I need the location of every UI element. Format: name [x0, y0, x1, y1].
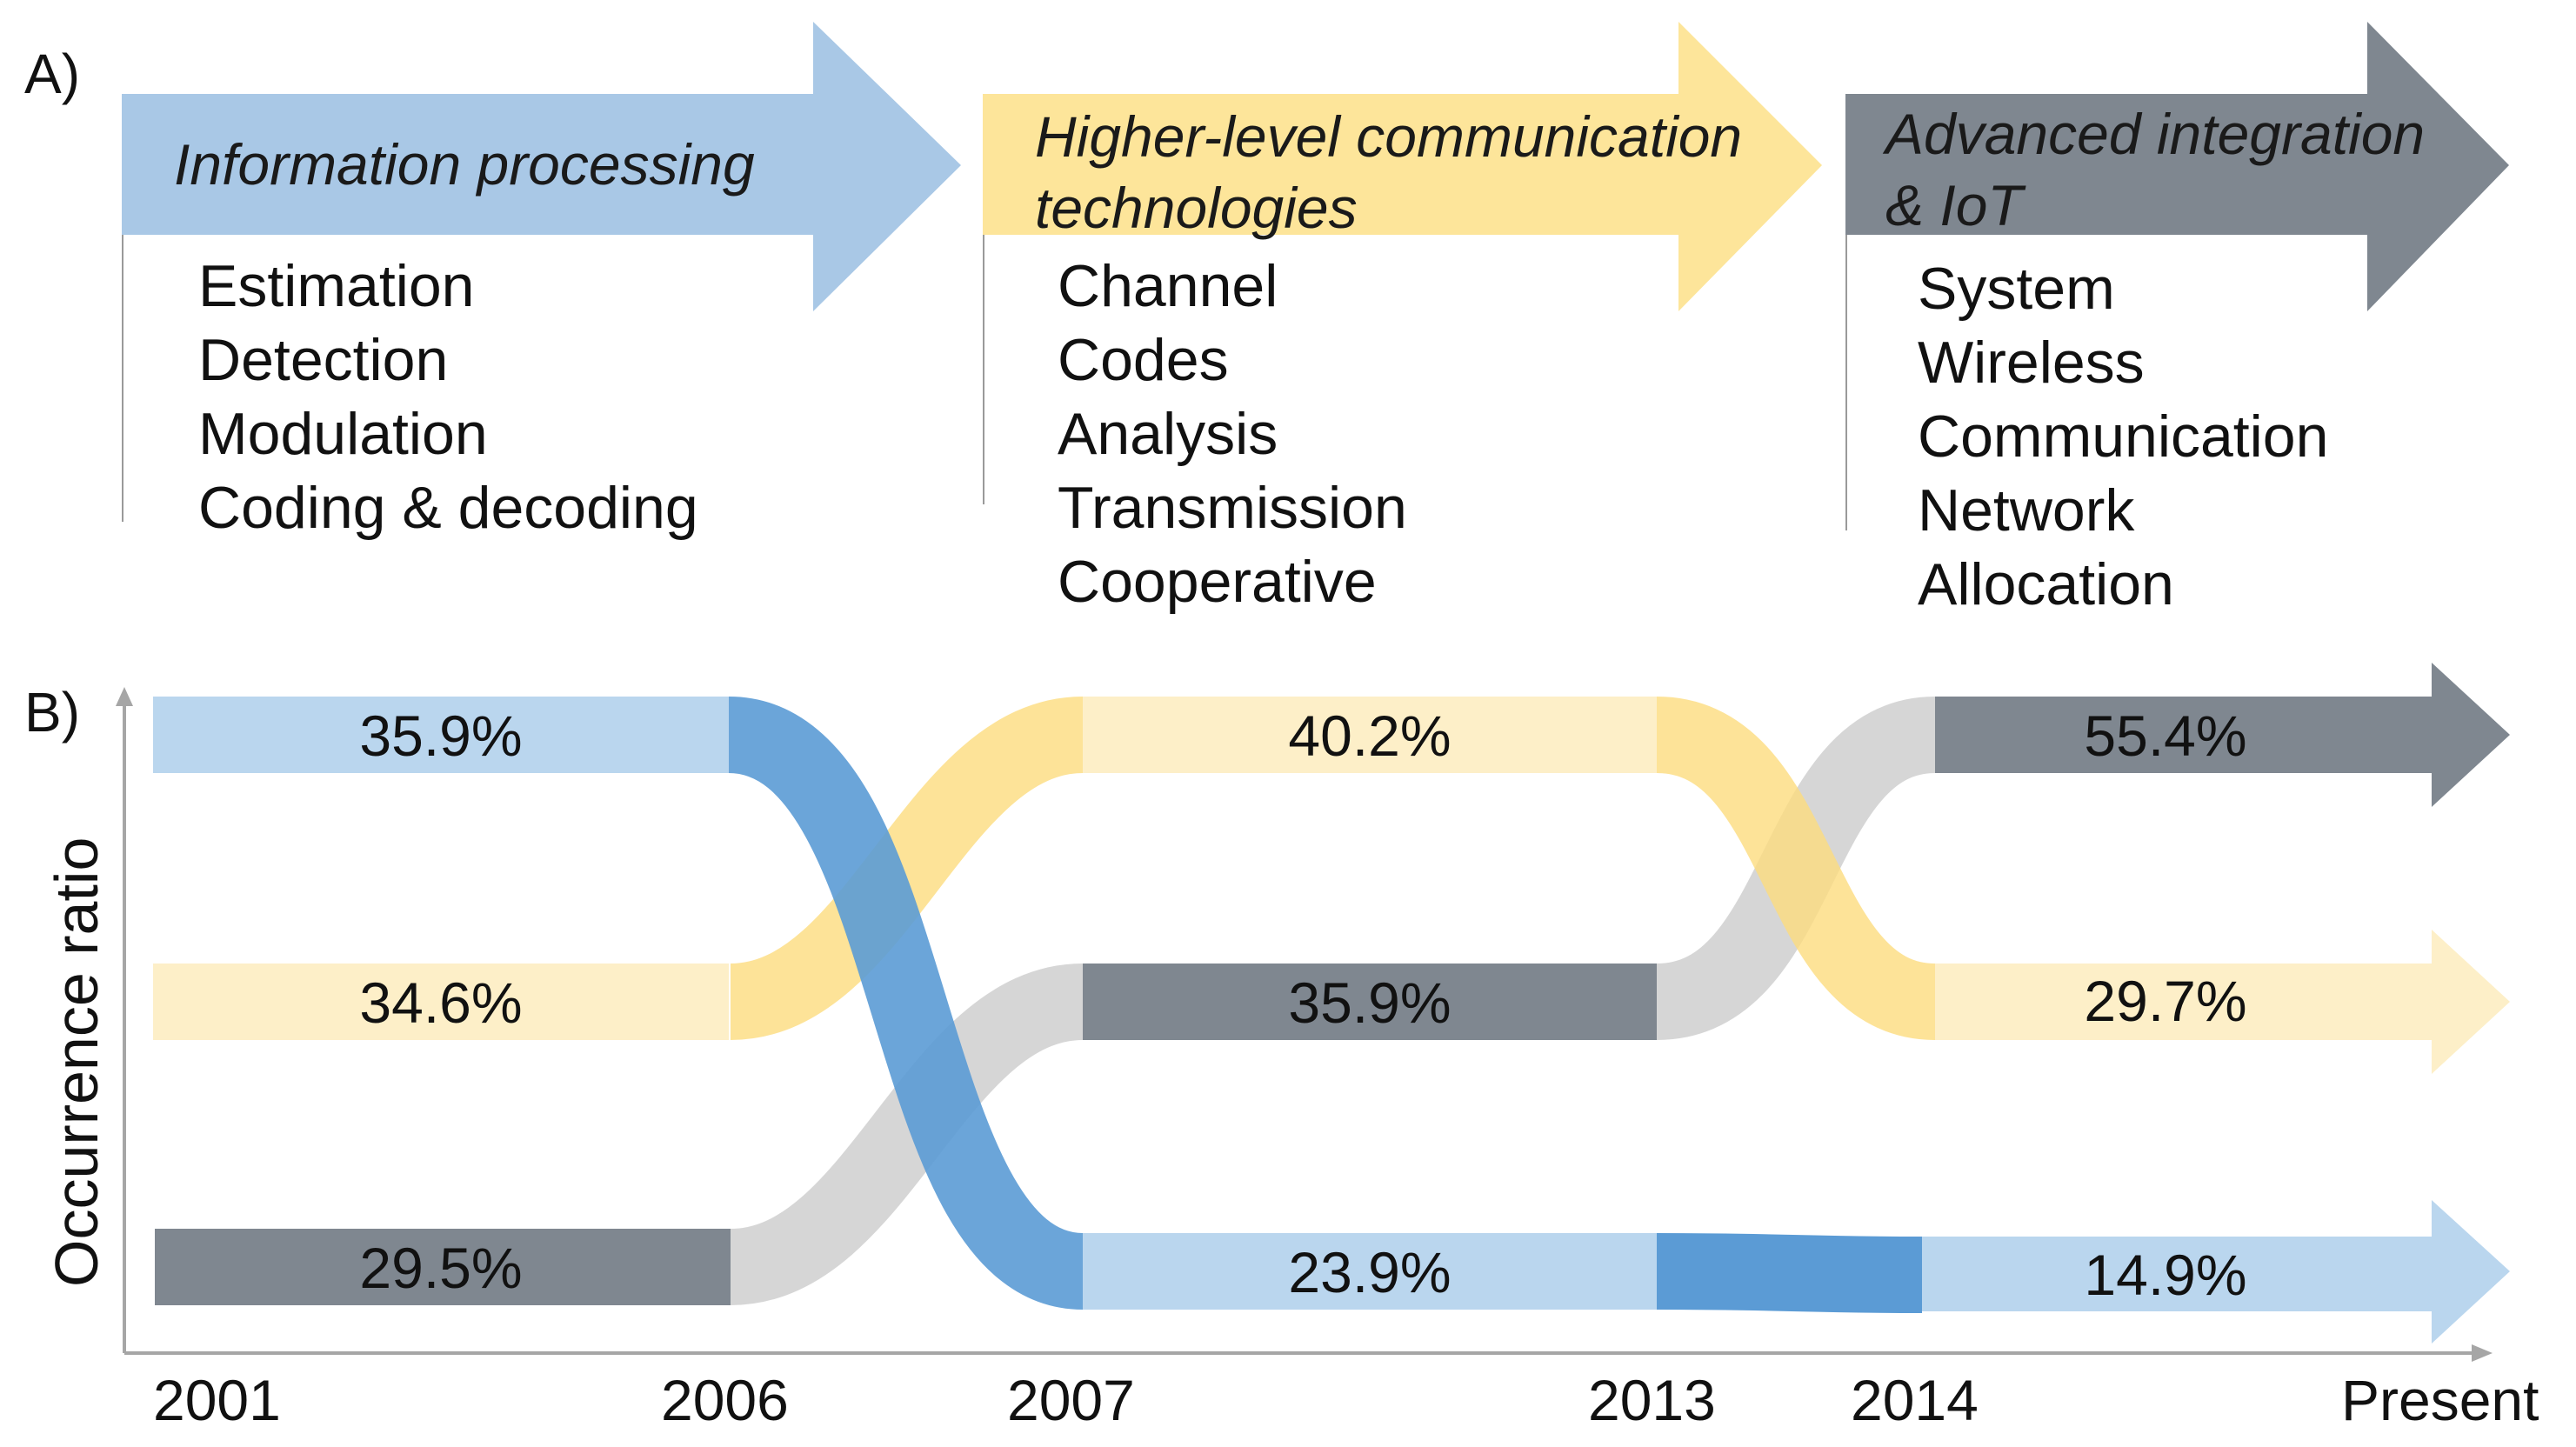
- bar-info-2007: [1083, 1233, 1657, 1310]
- bar-iot-2001: [155, 1229, 731, 1305]
- data-label-iot-2001: 29.5%: [359, 1236, 523, 1300]
- data-label-iot-2014: 55.4%: [2084, 703, 2247, 768]
- x-tick-present: Present: [2341, 1368, 2539, 1432]
- data-label-iot-2007: 35.9%: [1288, 970, 1452, 1035]
- topic-list-advanced-integration: System Wireless Communication Network Al…: [1918, 252, 2328, 622]
- data-label-info-2007: 23.9%: [1288, 1240, 1452, 1304]
- list-bracket-2: [983, 235, 984, 504]
- x-axis-arrowhead: [2472, 1344, 2493, 1362]
- panel-b-label: B): [24, 681, 80, 744]
- data-label-comm-2001: 34.6%: [359, 970, 523, 1035]
- arrow-title-higher-level-communication: Higher-level communication technologies: [1035, 104, 1743, 240]
- x-tick-2013: 2013: [1588, 1368, 1716, 1432]
- list-item: Cooperative: [1058, 549, 1377, 615]
- bar-comm-2007: [1083, 697, 1657, 773]
- list-item: Codes: [1058, 327, 1229, 393]
- list-item: Estimation: [198, 253, 475, 319]
- data-label-info-2001: 35.9%: [359, 703, 523, 768]
- arrow-title-information-processing: Information processing: [174, 132, 755, 197]
- list-item: Coding & decoding: [198, 475, 698, 541]
- bar-comm-2001: [153, 964, 729, 1040]
- data-label-comm-2014: 29.7%: [2084, 969, 2247, 1033]
- y-axis-label: Occurrence ratio: [43, 837, 110, 1287]
- flow-info-2006-2007: [725, 697, 1086, 1310]
- arrow-info-2014: [1922, 1200, 2510, 1344]
- list-bracket-1: [122, 235, 123, 522]
- list-item: Wireless: [1918, 330, 2145, 396]
- flow-comm-2006-2007: [728, 697, 1085, 1040]
- x-tick-2001: 2001: [153, 1368, 281, 1432]
- list-item: Transmission: [1058, 475, 1407, 541]
- list-item: Communication: [1918, 403, 2329, 470]
- flow-comm-2013-2014: [1654, 697, 1938, 1040]
- arrow-iot-2014: [1935, 663, 2510, 807]
- x-tick-2014: 2014: [1851, 1368, 1979, 1432]
- data-label-info-2014: 14.9%: [2084, 1243, 2247, 1307]
- panel-a-label: A): [24, 43, 80, 105]
- bar-info-2001: [153, 697, 729, 773]
- list-item: Analysis: [1058, 401, 1278, 467]
- topic-list-higher-level-communication: Channel Codes Analysis Transmission Coop…: [1058, 250, 1407, 619]
- x-tick-2006: 2006: [661, 1368, 789, 1432]
- y-axis-arrowhead: [116, 687, 133, 706]
- arrow-advanced-integration: [1845, 22, 2509, 311]
- bar-iot-2007: [1083, 964, 1657, 1040]
- flow-info-2013-2014: [1656, 1233, 1923, 1313]
- x-tick-2007: 2007: [1007, 1368, 1135, 1432]
- arrow-higher-level-communication: [983, 22, 1822, 311]
- list-item: System: [1918, 256, 2115, 322]
- arrow-comm-2014: [1935, 930, 2510, 1074]
- list-item: Allocation: [1918, 551, 2174, 617]
- data-label-comm-2007: 40.2%: [1288, 703, 1452, 768]
- list-item: Detection: [198, 327, 449, 393]
- flow-iot-2006-2007: [728, 964, 1085, 1305]
- list-bracket-3: [1845, 235, 1847, 530]
- topic-list-information-processing: Estimation Detection Modulation Coding &…: [198, 250, 698, 545]
- arrow-information-processing: [122, 22, 961, 311]
- list-item: Network: [1918, 477, 2135, 543]
- arrow-title-advanced-integration: Advanced integration & IoT: [1885, 102, 2426, 237]
- list-item: Channel: [1058, 253, 1278, 319]
- list-item: Modulation: [198, 401, 488, 467]
